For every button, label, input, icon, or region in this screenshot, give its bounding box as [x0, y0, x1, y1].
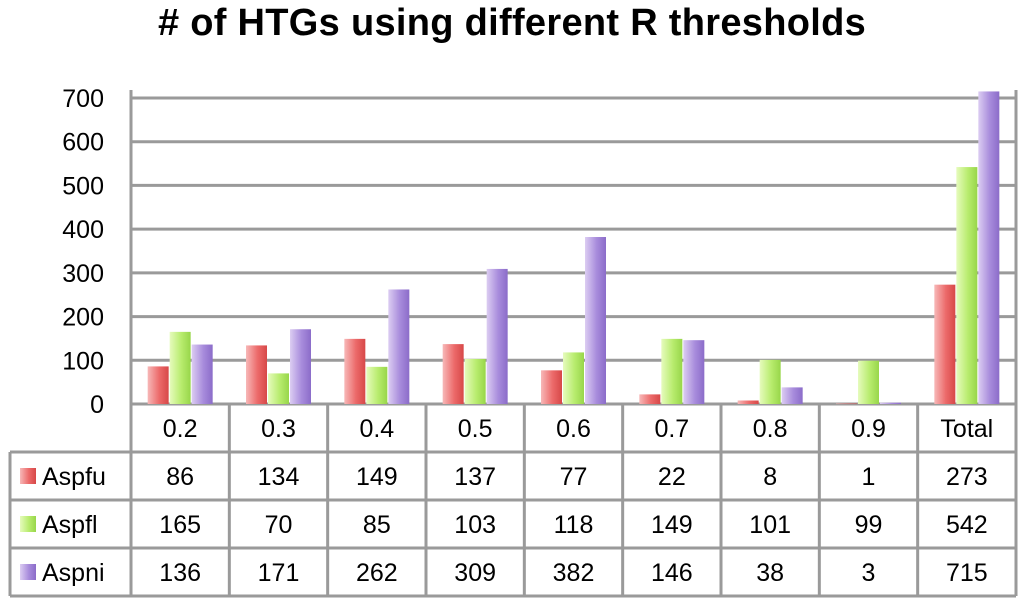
bar-aspfl-0.9: [858, 360, 879, 404]
y-tick-label: 600: [62, 129, 104, 157]
bars: [147, 91, 1000, 405]
bar-aspfu-0.2: [147, 366, 169, 404]
bar-aspfu-0.8: [737, 400, 759, 404]
data-label: 3: [862, 559, 876, 587]
data-label: 273: [946, 463, 988, 491]
bar-aspfl-0.7: [661, 338, 683, 404]
x-tick-label: 0.7: [654, 415, 689, 443]
bar-aspfl-0.4: [366, 366, 388, 404]
bar-aspfl-0.6: [563, 352, 584, 404]
legend-label-aspfl: Aspfl: [42, 511, 98, 539]
bar-aspfu-0.4: [344, 338, 366, 404]
y-tick-label: 500: [62, 172, 104, 200]
y-tick-label: 200: [62, 304, 104, 332]
bar-aspfl-0.2: [169, 331, 191, 404]
data-label: 171: [258, 559, 300, 587]
data-label: 149: [651, 511, 693, 539]
data-label: 77: [560, 463, 588, 491]
bar-aspni-0.7: [683, 340, 705, 404]
x-tick-label: 0.2: [163, 415, 198, 443]
x-tick-label: 0.9: [851, 415, 886, 443]
bar-aspni-0.5: [486, 268, 508, 404]
bar-aspfl-0.5: [464, 358, 486, 404]
data-label: 542: [946, 511, 988, 539]
data-table: 0.2 0.3 0.4 0.5 0.6 0.7 0.8 0.9 Total Aspfu 86 134 1…: [8, 90, 1018, 598]
data-label: 86: [166, 463, 194, 491]
y-tick-label: 0: [90, 391, 104, 419]
y-tick-label: 700: [62, 85, 104, 113]
bar-aspni-0.9: [880, 402, 901, 404]
y-tick-label: 300: [62, 260, 104, 288]
data-label: 99: [855, 511, 883, 539]
data-label: 1: [862, 463, 876, 491]
data-label: 165: [159, 511, 201, 539]
legend-swatch-aspfu: [20, 468, 36, 484]
bar-aspni-total: [978, 91, 1000, 404]
data-label: 309: [454, 559, 496, 587]
y-tick-label: 400: [62, 216, 104, 244]
data-label: 38: [756, 559, 784, 587]
x-tick-label: 0.5: [458, 415, 493, 443]
bar-aspni-0.6: [585, 237, 606, 404]
data-label: 85: [363, 511, 391, 539]
bar-aspni-0.4: [388, 289, 410, 404]
data-label: 262: [356, 559, 398, 587]
legend-swatch-aspfl: [20, 516, 36, 532]
data-label: 715: [946, 559, 988, 587]
data-label: 136: [159, 559, 201, 587]
data-label: 118: [554, 511, 594, 539]
x-tick-label: 0.8: [753, 415, 788, 443]
bar-aspfl-0.3: [268, 373, 289, 404]
legend-label-aspfu: Aspfu: [42, 463, 106, 491]
x-tick-label: Total: [940, 415, 993, 443]
bar-aspfu-total: [934, 284, 956, 404]
bar-aspfu-0.5: [442, 344, 464, 404]
y-tick-label: 100: [62, 347, 104, 375]
bar-aspfl-total: [956, 167, 978, 404]
data-label: 137: [454, 463, 496, 491]
data-label: 22: [658, 463, 686, 491]
data-label: 134: [258, 463, 300, 491]
bar-aspni-0.8: [781, 387, 803, 404]
data-label: 149: [356, 463, 398, 491]
data-label: 382: [553, 559, 595, 587]
x-tick-label: 0.6: [556, 415, 591, 443]
bar-aspfl-0.8: [759, 359, 781, 404]
legend-swatch-aspni: [20, 564, 36, 580]
data-label: 70: [265, 511, 293, 539]
x-tick-label: 0.4: [359, 415, 394, 443]
bar-aspfu-0.7: [639, 394, 661, 404]
data-label: 146: [651, 559, 693, 587]
chart-title: # of HTGs using different R thresholds: [157, 2, 867, 44]
bar-aspni-0.3: [290, 329, 311, 404]
bar-aspni-0.2: [191, 344, 213, 404]
data-label: 8: [763, 463, 777, 491]
x-tick-label: 0.3: [261, 415, 296, 443]
bar-aspfu-0.3: [246, 345, 267, 404]
data-label: 103: [454, 511, 496, 539]
data-label: 101: [749, 511, 791, 539]
bar-aspfu-0.9: [836, 403, 857, 405]
legend-label-aspni: Aspni: [42, 559, 105, 587]
bar-aspfu-0.6: [541, 370, 562, 404]
y-axis: 0 100 200 300 400 500 600 700: [62, 85, 133, 419]
